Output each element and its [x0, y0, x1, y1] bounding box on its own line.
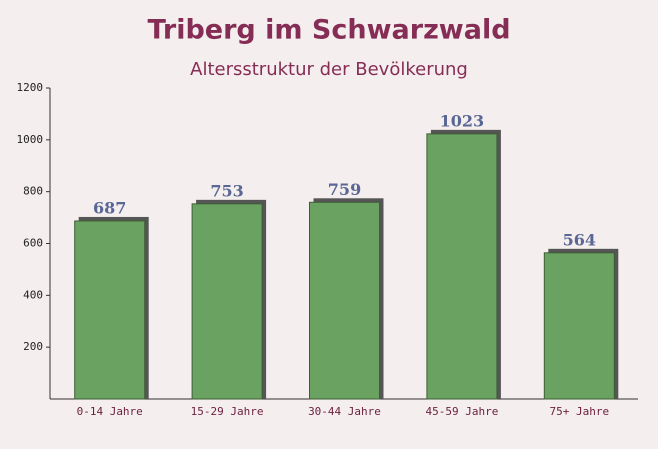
- x-tick-label: 15-29 Jahre: [191, 405, 264, 418]
- y-tick-label: 1200: [17, 81, 44, 94]
- chart-title: Triberg im Schwarzwald: [147, 15, 510, 46]
- chart-subtitle: Altersstruktur der Bevölkerung: [190, 59, 468, 80]
- value-label: 1023: [440, 111, 485, 130]
- y-tick-label: 200: [23, 340, 43, 353]
- value-label: 759: [328, 180, 361, 199]
- bar: [74, 220, 146, 400]
- x-tick-label: 45-59 Jahre: [425, 405, 498, 418]
- x-tick-label: 30-44 Jahre: [308, 405, 381, 418]
- y-tick-label: 600: [23, 237, 43, 250]
- value-label: 564: [563, 230, 596, 249]
- value-label: 753: [210, 181, 243, 200]
- value-label: 687: [93, 198, 126, 217]
- bar: [426, 133, 498, 400]
- bar: [191, 203, 263, 400]
- bar: [309, 201, 380, 400]
- x-tick-label: 0-14 Jahre: [77, 405, 143, 418]
- y-tick-label: 800: [23, 185, 43, 198]
- y-tick-label: 400: [23, 288, 43, 301]
- bar: [543, 252, 615, 400]
- y-tick-label: 1000: [17, 133, 44, 146]
- x-tick-label: 75+ Jahre: [549, 405, 609, 418]
